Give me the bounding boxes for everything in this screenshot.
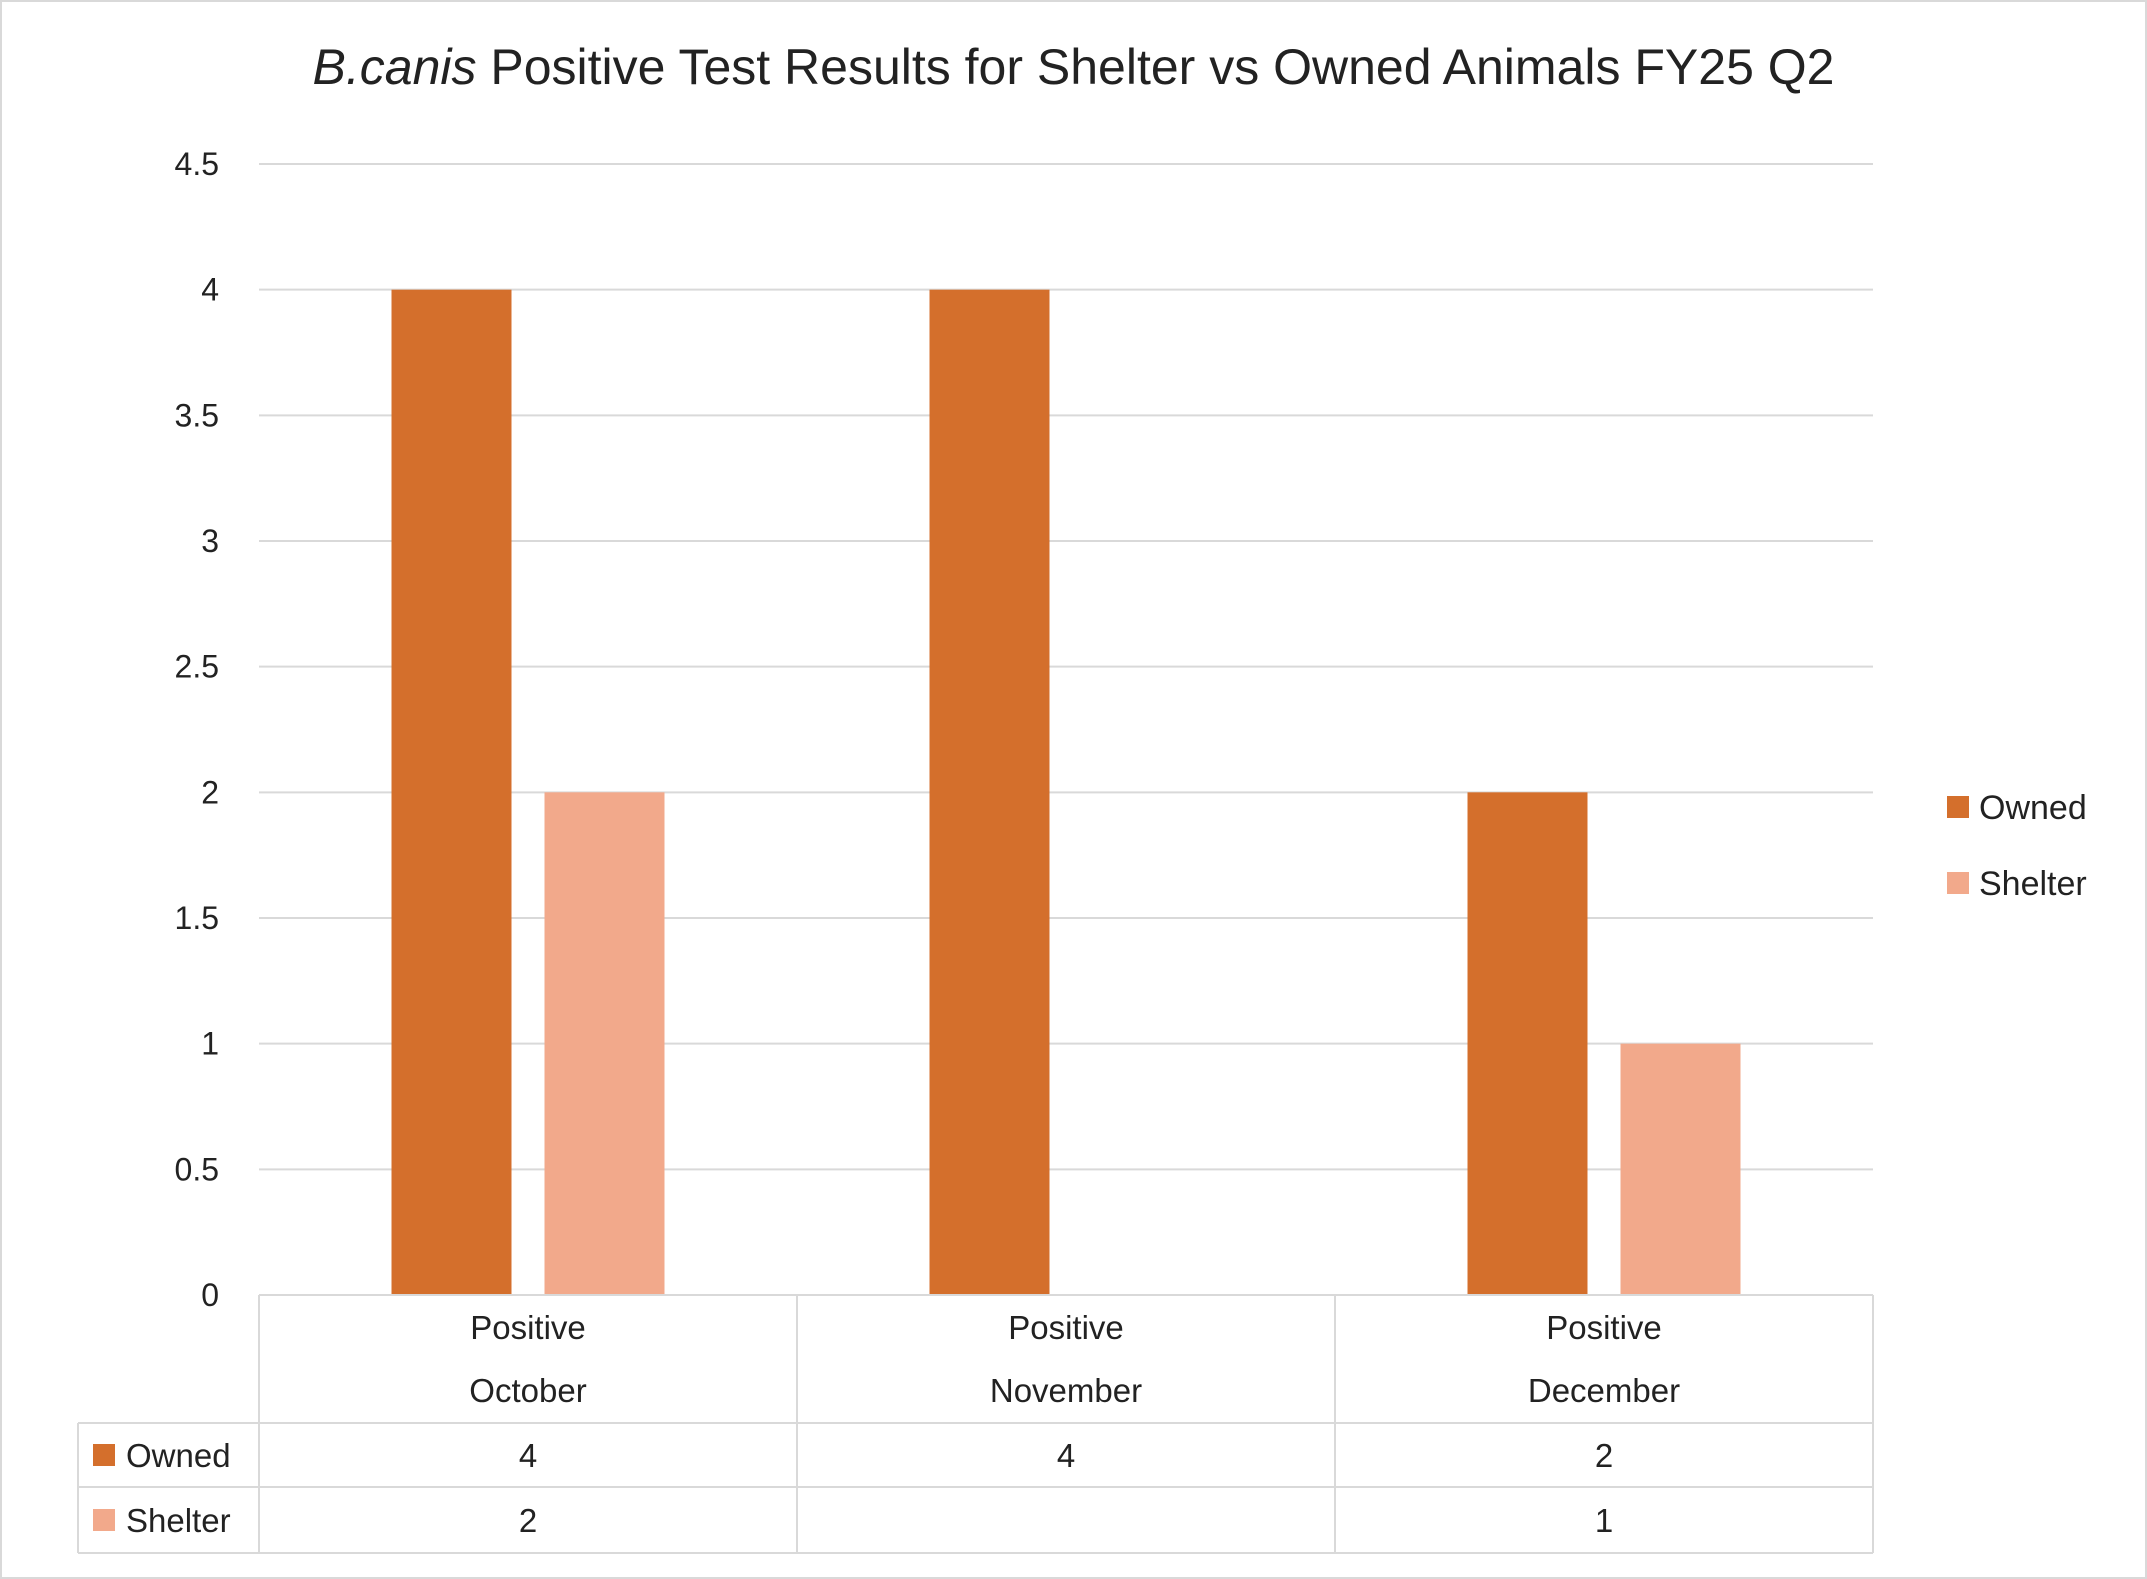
y-tick-label: 0 <box>201 1277 219 1313</box>
table-value: 2 <box>1595 1437 1613 1474</box>
table-value: 4 <box>1057 1437 1075 1474</box>
table-value: 1 <box>1595 1502 1613 1539</box>
y-tick-label: 4 <box>201 272 219 308</box>
y-tick-label: 4.5 <box>175 146 219 182</box>
table-series-label: Shelter <box>126 1502 231 1539</box>
x-category-label: Positive <box>1546 1309 1662 1346</box>
title-italic: B.canis <box>312 39 477 95</box>
bar-shelter <box>544 792 665 1295</box>
bar-shelter <box>1620 1043 1741 1295</box>
legend-key-shelter <box>1947 872 1969 894</box>
x-category-label: October <box>469 1372 586 1409</box>
table-legend-key <box>93 1509 115 1531</box>
bar-owned <box>929 289 1050 1296</box>
table-legend-key <box>93 1444 115 1466</box>
x-category-label: November <box>990 1372 1142 1409</box>
title-text: Positive Test Results for Shelter vs Own… <box>476 39 1835 95</box>
y-tick-label: 3.5 <box>175 397 219 433</box>
y-tick-label: 3 <box>201 523 219 559</box>
bar-owned <box>1467 792 1588 1295</box>
legend-key-owned <box>1947 796 1969 818</box>
legend-label: Owned <box>1979 789 2087 827</box>
y-tick-label: 2 <box>201 774 219 810</box>
table-value: 2 <box>519 1502 537 1539</box>
table-value: 4 <box>519 1437 537 1474</box>
x-category-label: Positive <box>470 1309 586 1346</box>
x-category-label: December <box>1528 1372 1680 1409</box>
y-tick-label: 0.5 <box>175 1151 219 1187</box>
chart-title: B.canis Positive Test Results for Shelte… <box>0 38 2147 96</box>
x-category-label: Positive <box>1008 1309 1124 1346</box>
y-tick-label: 2.5 <box>175 649 219 685</box>
legend-label: Shelter <box>1979 865 2087 903</box>
table-series-label: Owned <box>126 1437 231 1474</box>
y-tick-label: 1.5 <box>175 900 219 936</box>
bar-owned <box>391 289 512 1296</box>
y-tick-label: 1 <box>201 1026 219 1062</box>
